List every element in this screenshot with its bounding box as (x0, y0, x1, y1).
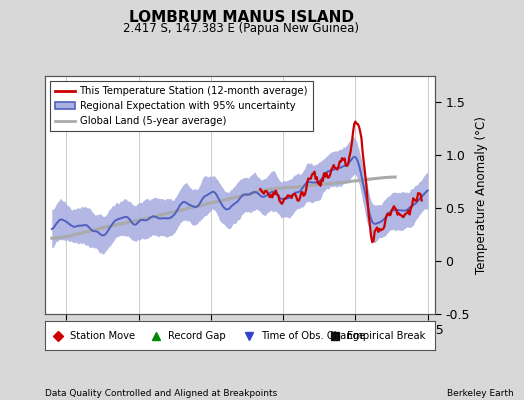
Text: 2.417 S, 147.383 E (Papua New Guinea): 2.417 S, 147.383 E (Papua New Guinea) (123, 22, 359, 35)
Text: Station Move: Station Move (70, 331, 135, 341)
Text: LOMBRUM MANUS ISLAND: LOMBRUM MANUS ISLAND (128, 10, 354, 25)
Text: Data Quality Controlled and Aligned at Breakpoints: Data Quality Controlled and Aligned at B… (45, 389, 277, 398)
Text: Berkeley Earth: Berkeley Earth (447, 389, 514, 398)
Y-axis label: Temperature Anomaly (°C): Temperature Anomaly (°C) (475, 116, 488, 274)
Text: Time of Obs. Change: Time of Obs. Change (261, 331, 365, 341)
Text: Record Gap: Record Gap (168, 331, 225, 341)
Legend: This Temperature Station (12-month average), Regional Expectation with 95% uncer: This Temperature Station (12-month avera… (50, 81, 313, 131)
Text: Empirical Break: Empirical Break (347, 331, 425, 341)
